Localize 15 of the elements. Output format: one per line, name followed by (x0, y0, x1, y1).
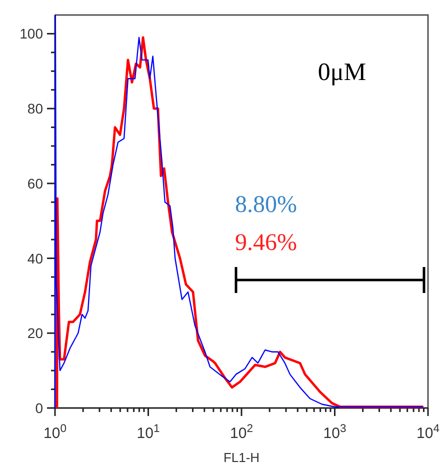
y-tick-label: 0 (35, 400, 44, 416)
x-tick-label: 10$^{3}$ (323, 423, 346, 442)
x-tick-label: 10$^{4}$ (416, 423, 440, 442)
x-tick-label: 10$^{2}$ (230, 423, 253, 442)
x-tick-label: 10$^{0}$ (44, 423, 66, 442)
y-tick-label: 20 (27, 325, 44, 342)
annotation: 9.46% (235, 230, 297, 256)
annotation: 8.80% (235, 192, 297, 218)
x-axis-title: FL1-H (223, 450, 260, 465)
x-tick-label: 10$^{1}$ (136, 423, 160, 442)
y-tick-label: 100 (20, 26, 44, 42)
y-tick-label: 60 (27, 175, 44, 192)
y-tick-label: 80 (27, 100, 44, 117)
annotation: 0μM (318, 59, 366, 86)
y-tick-label: 40 (27, 250, 44, 266)
